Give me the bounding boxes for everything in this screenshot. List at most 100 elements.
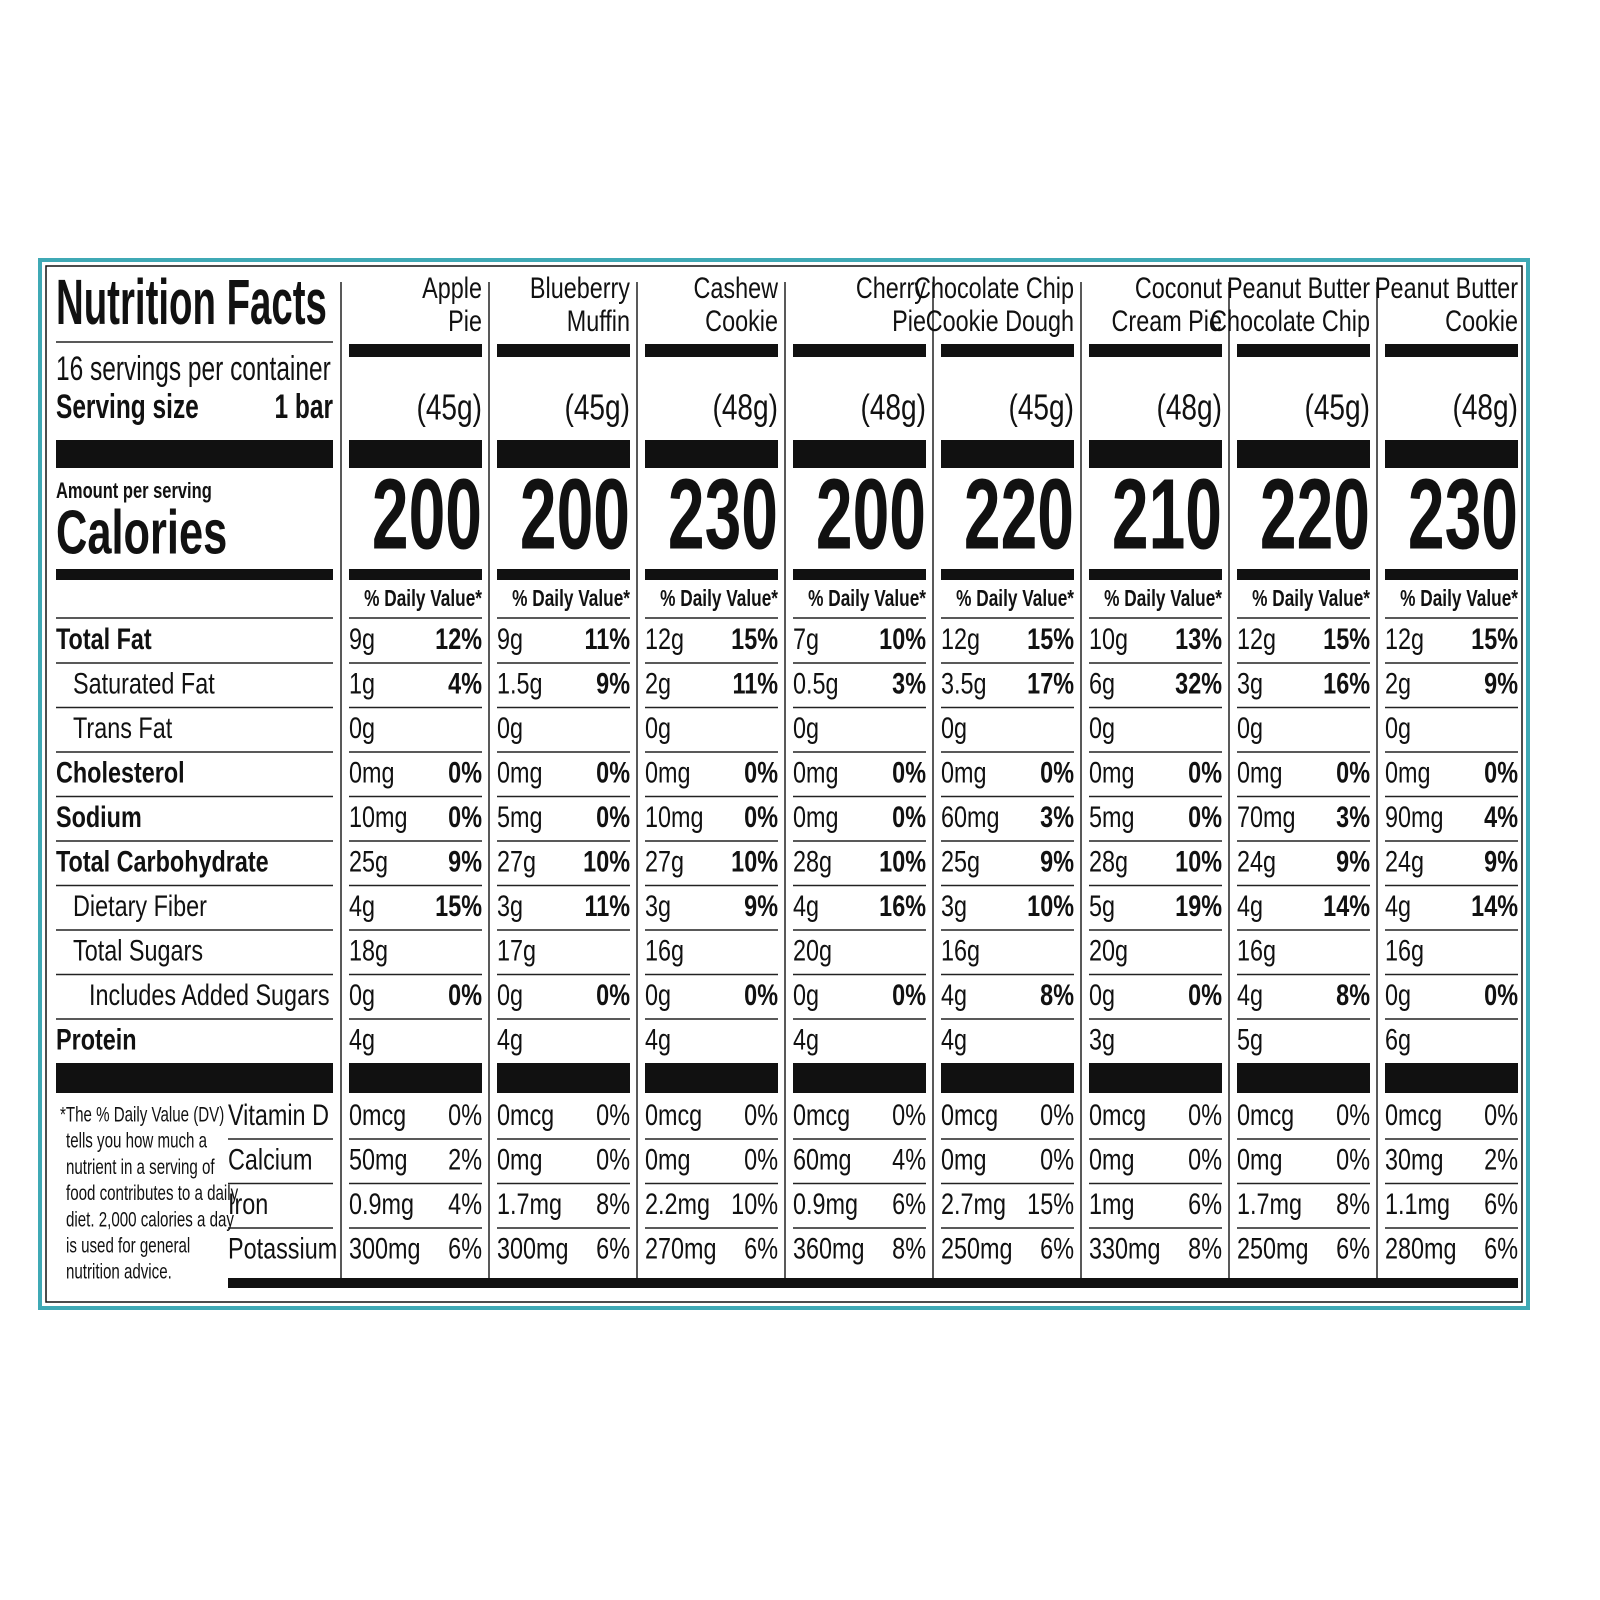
thick-bar xyxy=(645,1063,778,1093)
calories-value-group: 210 xyxy=(1112,458,1222,570)
thick-bar xyxy=(497,440,630,468)
mineral-amount-group: 30mg xyxy=(1385,1143,1444,1176)
daily-value-group: 12% xyxy=(435,622,482,655)
amount-group: 4g xyxy=(793,889,819,922)
serving-weight: (45g) xyxy=(1304,387,1370,427)
serving-weight: (48g) xyxy=(1452,387,1518,427)
daily-value: 10% xyxy=(1175,845,1222,878)
amount: 7g xyxy=(793,622,819,655)
mineral-daily-value: 8% xyxy=(596,1187,630,1220)
amount-group: 4g xyxy=(1237,978,1263,1011)
thick-bar xyxy=(1237,344,1370,357)
daily-value-group: 9% xyxy=(1484,667,1518,700)
mineral-amount-group: 0mg xyxy=(941,1143,987,1176)
amount-group: 12g xyxy=(941,622,980,655)
amount: 0mg xyxy=(1385,756,1431,789)
mineral-amount-group: 2.7mg xyxy=(941,1187,1006,1220)
mineral-amount-group: 50mg xyxy=(349,1143,408,1176)
mineral-amount-group: 0mg xyxy=(1089,1143,1135,1176)
daily-value: 3% xyxy=(1040,800,1074,833)
amount-group: 17g xyxy=(497,934,536,967)
daily-value: 9% xyxy=(448,845,482,878)
daily-value-group: 0% xyxy=(1188,800,1222,833)
thick-bar xyxy=(1237,440,1370,468)
amount: 0mg xyxy=(645,756,691,789)
mineral-amount: 0mcg xyxy=(497,1098,554,1131)
product-name-group: Muffin xyxy=(567,304,630,337)
amount: 4g xyxy=(941,1023,967,1056)
mineral-daily-value: 0% xyxy=(892,1098,926,1131)
amount-group: 0mg xyxy=(1089,756,1135,789)
amount-group: 4g xyxy=(1385,889,1411,922)
amount: 25g xyxy=(349,845,388,878)
mineral-amount: 1.7mg xyxy=(1237,1187,1302,1220)
daily-value: 0% xyxy=(1188,800,1222,833)
product-name-group: Cookie xyxy=(1445,304,1518,337)
mineral-daily-value-group: 0% xyxy=(1040,1098,1074,1131)
amount-group: 0mg xyxy=(1237,756,1283,789)
serving-weight-group: (45g) xyxy=(564,387,630,427)
daily-value-header-group: % Daily Value* xyxy=(660,587,778,612)
daily-value: 3% xyxy=(1336,800,1370,833)
amount-group: 0g xyxy=(1089,711,1115,744)
amount: 10g xyxy=(1089,622,1128,655)
nutrient-label-group: Saturated Fat xyxy=(73,667,215,700)
amount: 28g xyxy=(793,845,832,878)
outer-border xyxy=(38,258,1530,1310)
mineral-amount: 2.7mg xyxy=(941,1187,1006,1220)
daily-value: 19% xyxy=(1175,889,1222,922)
mineral-amount: 0mcg xyxy=(1237,1098,1294,1131)
calories-value-group: 200 xyxy=(816,458,926,570)
mineral-daily-value-group: 6% xyxy=(448,1232,482,1265)
amount: 5mg xyxy=(1089,800,1135,833)
mineral-daily-value-group: 6% xyxy=(596,1232,630,1265)
mineral-daily-value-group: 0% xyxy=(448,1098,482,1131)
mineral-amount: 250mg xyxy=(941,1232,1013,1265)
footnote-line-group: is used for general xyxy=(66,1233,190,1257)
amount: 0g xyxy=(1089,711,1115,744)
nutrient-label: Saturated Fat xyxy=(73,667,215,700)
amount: 10mg xyxy=(645,800,704,833)
mineral-daily-value-group: 4% xyxy=(892,1143,926,1176)
nutrient-label-group: Cholesterol xyxy=(56,756,185,789)
thick-bar xyxy=(1385,1063,1518,1093)
daily-value: 9% xyxy=(1484,667,1518,700)
medium-bar xyxy=(645,569,778,580)
amount-group: 4g xyxy=(349,1023,375,1056)
footnote-line-group: diet. 2,000 calories a day xyxy=(66,1207,235,1231)
mineral-daily-value-group: 2% xyxy=(1484,1143,1518,1176)
nutrient-label: Includes Added Sugars xyxy=(89,978,330,1011)
product-name-group: Cookie xyxy=(705,304,778,337)
amount-group: 0g xyxy=(793,978,819,1011)
daily-value-group: 0% xyxy=(448,800,482,833)
mineral-daily-value: 6% xyxy=(892,1187,926,1220)
mineral-amount: 0.9mg xyxy=(793,1187,858,1220)
amount-group: 3g xyxy=(1237,667,1263,700)
amount-group: 3g xyxy=(645,889,671,922)
mineral-daily-value: 15% xyxy=(1027,1187,1074,1220)
amount-group: 5mg xyxy=(497,800,543,833)
amount-group: 0mg xyxy=(1385,756,1431,789)
amount-group: 0g xyxy=(497,978,523,1011)
product-name-group: Peanut Butter xyxy=(1227,271,1370,304)
mineral-amount-group: 1.7mg xyxy=(497,1187,562,1220)
medium-bar xyxy=(349,569,482,580)
amount: 0mg xyxy=(793,800,839,833)
product-name: Apple xyxy=(422,271,482,304)
daily-value-header-group: % Daily Value* xyxy=(1104,587,1222,612)
mineral-amount-group: 0mcg xyxy=(1237,1098,1294,1131)
daily-value-group: 3% xyxy=(1040,800,1074,833)
amount: 16g xyxy=(941,934,980,967)
product-name: Cookie xyxy=(705,304,778,337)
amount: 3g xyxy=(1237,667,1263,700)
amount: 9g xyxy=(349,622,375,655)
amount: 20g xyxy=(1089,934,1128,967)
daily-value: 9% xyxy=(1336,845,1370,878)
footnote-line: tells you how much a xyxy=(66,1128,208,1152)
daily-value: 0% xyxy=(1484,756,1518,789)
medium-bar xyxy=(793,569,926,580)
daily-value-group: 0% xyxy=(892,756,926,789)
thick-bar xyxy=(349,440,482,468)
amount: 24g xyxy=(1385,845,1424,878)
product-name: Peanut Butter xyxy=(1375,271,1518,304)
